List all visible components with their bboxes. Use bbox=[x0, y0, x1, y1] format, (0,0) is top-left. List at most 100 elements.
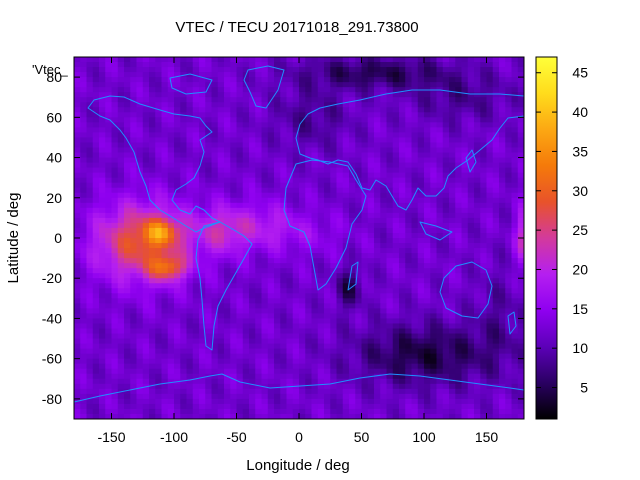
heatmap-cell bbox=[174, 92, 181, 98]
heatmap-cell bbox=[249, 238, 256, 244]
heatmap-cell bbox=[361, 333, 369, 340]
heatmap-cell bbox=[517, 253, 524, 259]
heatmap-cell bbox=[505, 378, 513, 385]
heatmap-cell bbox=[217, 333, 225, 340]
heatmap-cell bbox=[136, 333, 144, 340]
heatmap-cell bbox=[161, 197, 169, 204]
heatmap-cell bbox=[399, 192, 406, 199]
heatmap-cell bbox=[299, 258, 306, 264]
heatmap-cell bbox=[405, 87, 413, 93]
heatmap-cell bbox=[74, 238, 81, 244]
heatmap-cell bbox=[499, 388, 506, 395]
heatmap-cell bbox=[492, 97, 500, 103]
heatmap-cell bbox=[242, 232, 250, 239]
heatmap-cell bbox=[142, 152, 150, 159]
heatmap-cell bbox=[167, 373, 175, 380]
heatmap-cell bbox=[417, 293, 425, 299]
heatmap-cell bbox=[249, 127, 256, 134]
heatmap-cell bbox=[255, 283, 263, 289]
heatmap-cell bbox=[217, 353, 225, 360]
heatmap-cell bbox=[174, 268, 181, 274]
heatmap-cell bbox=[255, 82, 263, 88]
heatmap-cell bbox=[286, 57, 294, 63]
heatmap-cell bbox=[286, 72, 294, 78]
heatmap-cell bbox=[105, 338, 113, 345]
heatmap-cell bbox=[367, 253, 375, 259]
heatmap-cell bbox=[274, 112, 281, 118]
heatmap-cell bbox=[180, 283, 188, 289]
heatmap-cell bbox=[224, 122, 231, 128]
heatmap-cell bbox=[492, 268, 500, 274]
heatmap-cell bbox=[280, 288, 288, 294]
heatmap-cell bbox=[467, 243, 475, 249]
heatmap-cell bbox=[186, 232, 194, 239]
heatmap-cell bbox=[224, 137, 231, 144]
heatmap-cell bbox=[436, 328, 444, 335]
heatmap-cell bbox=[92, 243, 100, 249]
heatmap-cell bbox=[86, 172, 94, 179]
heatmap-cell bbox=[117, 368, 125, 375]
heatmap-cell bbox=[192, 67, 200, 73]
heatmap-cell bbox=[405, 283, 413, 289]
heatmap-cell bbox=[455, 363, 463, 370]
heatmap-cell bbox=[74, 62, 81, 68]
heatmap-cell bbox=[149, 403, 156, 410]
heatmap-cell bbox=[474, 147, 481, 154]
heatmap-cell bbox=[149, 283, 156, 289]
heatmap-cell bbox=[236, 298, 244, 304]
heatmap-cell bbox=[161, 92, 169, 98]
heatmap-cell bbox=[105, 298, 113, 304]
heatmap-cell bbox=[80, 328, 88, 335]
heatmap-cell bbox=[292, 293, 300, 299]
heatmap-cell bbox=[374, 92, 381, 98]
heatmap-cell bbox=[492, 398, 500, 405]
heatmap-cell bbox=[249, 197, 256, 204]
heatmap-cell bbox=[286, 293, 294, 299]
heatmap-cell bbox=[161, 167, 169, 174]
heatmap-cell bbox=[467, 202, 475, 209]
heatmap-cell bbox=[405, 363, 413, 370]
heatmap-cell bbox=[117, 82, 125, 88]
heatmap-cell bbox=[424, 318, 431, 325]
heatmap-cell bbox=[411, 388, 419, 395]
heatmap-cell bbox=[136, 348, 144, 355]
heatmap-cell bbox=[199, 102, 206, 108]
heatmap-cell bbox=[274, 172, 281, 179]
heatmap-cell bbox=[224, 348, 231, 355]
heatmap-cell bbox=[405, 303, 413, 309]
heatmap-cell bbox=[486, 398, 494, 405]
heatmap-cell bbox=[192, 283, 200, 289]
heatmap-cell bbox=[511, 343, 519, 350]
heatmap-cell bbox=[492, 217, 500, 224]
heatmap-cell bbox=[492, 67, 500, 73]
heatmap-cell bbox=[105, 353, 113, 360]
heatmap-cell bbox=[80, 177, 88, 184]
heatmap-cell bbox=[161, 363, 169, 370]
heatmap-cell bbox=[336, 293, 344, 299]
heatmap-cell bbox=[261, 323, 269, 330]
heatmap-cell bbox=[130, 222, 138, 229]
heatmap-cell bbox=[355, 398, 363, 405]
heatmap-cell bbox=[74, 212, 81, 219]
heatmap-cell bbox=[436, 72, 444, 78]
heatmap-cell bbox=[117, 127, 125, 134]
heatmap-cell bbox=[186, 323, 194, 330]
heatmap-cell bbox=[442, 308, 450, 315]
heatmap-cell bbox=[449, 122, 456, 128]
heatmap-cell bbox=[142, 172, 150, 179]
heatmap-cell bbox=[455, 172, 463, 179]
heatmap-cell bbox=[124, 97, 131, 103]
heatmap-cell bbox=[336, 263, 344, 269]
heatmap-cell bbox=[311, 293, 319, 299]
heatmap-cell bbox=[424, 152, 431, 159]
heatmap-cell bbox=[199, 167, 206, 174]
heatmap-cell bbox=[155, 222, 163, 229]
heatmap-cell bbox=[486, 348, 494, 355]
heatmap-cell bbox=[349, 383, 356, 390]
heatmap-cell bbox=[205, 338, 213, 345]
heatmap-cell bbox=[342, 328, 350, 335]
heatmap-cell bbox=[330, 142, 338, 149]
heatmap-cell bbox=[211, 403, 219, 410]
heatmap-cell bbox=[124, 353, 131, 360]
heatmap-cell bbox=[255, 238, 263, 244]
